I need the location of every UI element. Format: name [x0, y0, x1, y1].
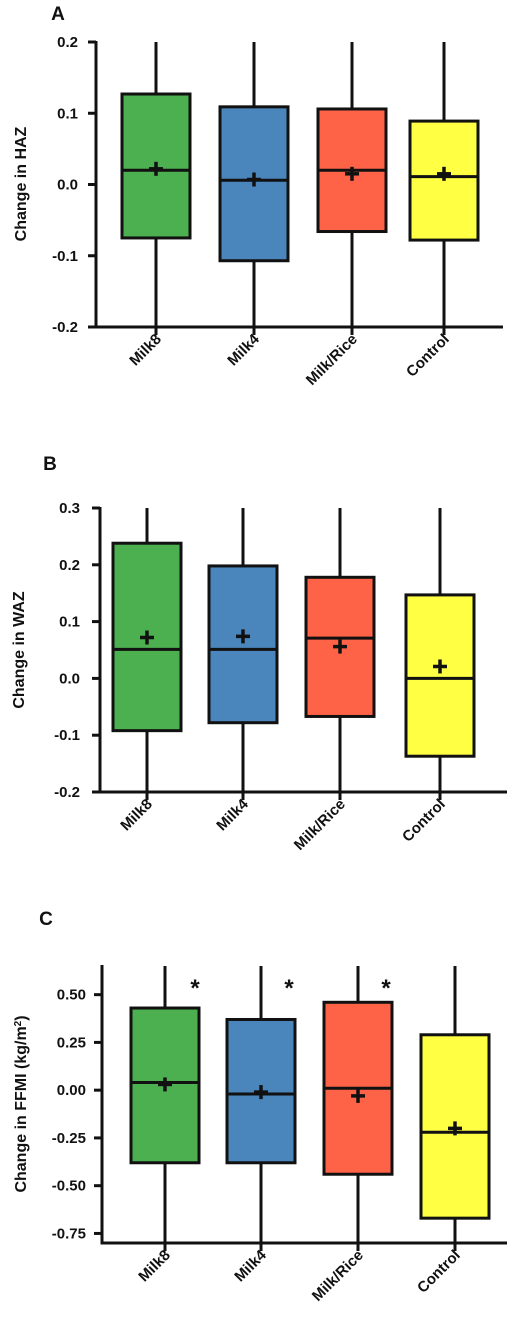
significance-asterisk: * — [284, 975, 294, 1002]
x-tick-label: Milk4 — [231, 1246, 270, 1285]
x-tick-label: Milk8 — [135, 1247, 174, 1286]
box-milk4 — [218, 42, 290, 327]
box-milk8 — [111, 508, 183, 792]
panel-letter: A — [51, 4, 65, 25]
box-milk8: * — [129, 966, 201, 1243]
y-tick-label: -0.75 — [52, 1225, 86, 1242]
y-tick-label: 0.1 — [59, 614, 80, 631]
x-tick-label: Milk/Rice — [303, 331, 361, 389]
y-tick-label: 0.0 — [59, 670, 80, 687]
y-axis-label: Change in HAZ — [13, 126, 30, 241]
y-tick-label: 0.3 — [59, 500, 80, 517]
y-tick-label: -0.1 — [52, 248, 78, 265]
y-tick-label: -0.25 — [52, 1130, 86, 1147]
y-tick-label: 0.00 — [57, 1082, 86, 1099]
box-milk-rice — [304, 508, 376, 792]
panel-letter: B — [43, 454, 57, 475]
iqr-box — [129, 1006, 201, 1165]
box-milk4: * — [225, 966, 297, 1243]
panel-c: C Change in FFMI (kg/m2) * * * -0.75 -0.50 -0.2… — [13, 909, 507, 1305]
y-tick-label: 0.0 — [57, 177, 78, 194]
y-tick-label: 0.25 — [57, 1034, 86, 1051]
x-tick-label: Milk4 — [224, 330, 263, 369]
y-tick-label: -0.2 — [54, 784, 80, 801]
box-control — [419, 966, 491, 1243]
x-tick-label: Milk8 — [117, 796, 156, 835]
y-tick-label: 0.2 — [59, 557, 80, 574]
box-milk8 — [120, 42, 192, 327]
x-tick-label: Milk8 — [126, 331, 165, 370]
iqr-box — [207, 564, 279, 725]
y-tick-label: -0.50 — [52, 1178, 86, 1195]
box-control — [404, 508, 476, 792]
box-milk4 — [207, 508, 279, 792]
x-tick-label: Control — [414, 1247, 464, 1297]
y-axis-label: Change in WAZ — [11, 591, 28, 709]
y-axis-label: Change in FFMI (kg/m2) — [13, 1015, 31, 1192]
panel-b: B Change in WAZ -0.2 -0.1 0.0 0.1 0.2 0.3 Milk8 M… — [11, 454, 507, 854]
box-milk-rice — [316, 42, 388, 327]
significance-asterisk: * — [190, 975, 200, 1002]
y-tick-label: -0.2 — [52, 319, 78, 336]
box-milk-rice: * — [322, 966, 394, 1243]
x-tick-label: Control — [399, 796, 449, 846]
y-tick-label: 0.2 — [57, 34, 78, 51]
y-tick-label: 0.50 — [57, 987, 86, 1004]
y-tick-label: -0.1 — [54, 727, 80, 744]
iqr-box — [419, 1033, 491, 1220]
y-tick-label: 0.1 — [57, 105, 78, 122]
x-tick-label: Milk4 — [213, 795, 252, 834]
x-tick-label: Milk/Rice — [291, 796, 349, 854]
iqr-box — [225, 1017, 297, 1165]
panel-letter: C — [39, 909, 53, 930]
iqr-box — [404, 593, 476, 758]
panel-a: A Change in HAZ -0.2 -0.1 0.0 0.1 0.2 Milk8 Milk… — [13, 4, 503, 389]
x-tick-label: Control — [403, 331, 453, 381]
x-tick-label: Milk/Rice — [309, 1247, 367, 1305]
significance-asterisk: * — [381, 975, 391, 1002]
box-control — [408, 42, 480, 327]
